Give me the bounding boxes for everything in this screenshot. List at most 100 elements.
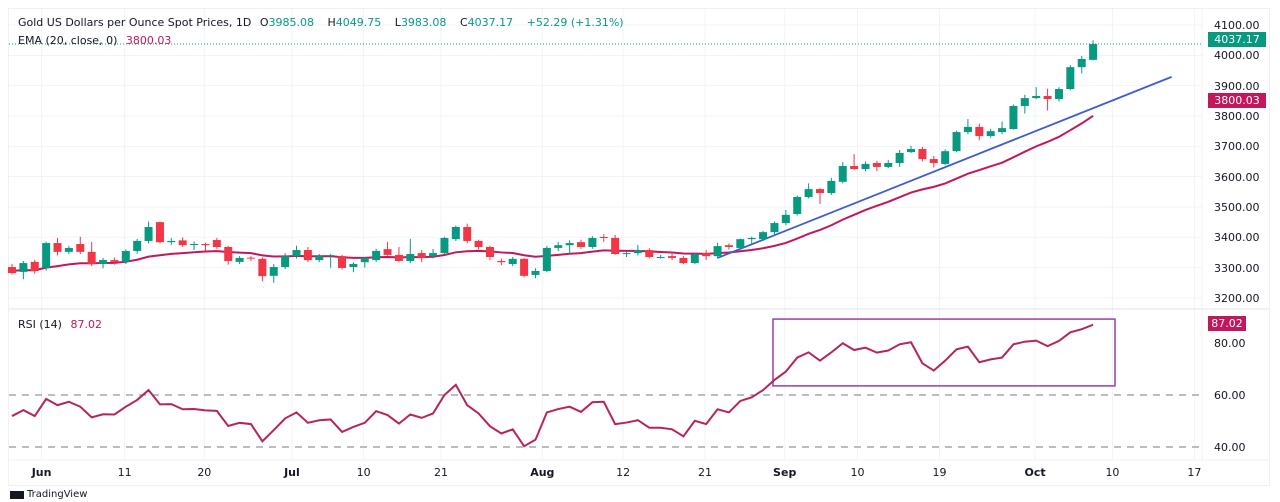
candle-down[interactable] xyxy=(679,256,688,265)
candle-up[interactable] xyxy=(360,257,369,268)
ema-legend[interactable]: EMA (20, close, 0) 3800.03 xyxy=(18,34,176,47)
candle-up[interactable] xyxy=(907,145,916,153)
candle-up[interactable] xyxy=(770,221,779,235)
candle-down[interactable] xyxy=(929,156,938,168)
rsi-legend[interactable]: RSI (14) 87.02 xyxy=(18,318,107,331)
candle-up[interactable] xyxy=(372,248,381,263)
candle-up[interactable] xyxy=(736,238,745,250)
candle-down[interactable] xyxy=(155,221,164,244)
candle-up[interactable] xyxy=(986,128,995,138)
candle-down[interactable] xyxy=(724,243,733,250)
candle-up[interactable] xyxy=(315,253,324,263)
candle-up[interactable] xyxy=(622,251,631,258)
candle-up[interactable] xyxy=(429,248,438,259)
candle-down[interactable] xyxy=(1043,88,1052,111)
candle-up[interactable] xyxy=(1054,87,1063,102)
candle-up[interactable] xyxy=(326,253,335,268)
candle-up[interactable] xyxy=(508,257,517,267)
candle-up[interactable] xyxy=(747,236,756,244)
candle-up[interactable] xyxy=(542,245,551,273)
candle-down[interactable] xyxy=(872,160,881,172)
candle-up[interactable] xyxy=(759,230,768,241)
candle-down[interactable] xyxy=(474,239,483,250)
candle-up[interactable] xyxy=(144,221,153,244)
candle-up[interactable] xyxy=(838,162,847,184)
candle-up[interactable] xyxy=(998,121,1007,135)
candle-up[interactable] xyxy=(1077,55,1086,74)
candle-down[interactable] xyxy=(417,250,426,263)
candle-down[interactable] xyxy=(918,146,927,162)
candle-up[interactable] xyxy=(1066,65,1075,91)
candle-down[interactable] xyxy=(850,154,859,170)
candle-up[interactable] xyxy=(292,245,301,259)
candle-up[interactable] xyxy=(167,237,176,245)
candle-down[interactable] xyxy=(110,257,119,265)
candle-down[interactable] xyxy=(8,264,16,275)
candle-down[interactable] xyxy=(497,258,506,266)
candle-down[interactable] xyxy=(212,237,221,249)
candle-up[interactable] xyxy=(451,225,460,241)
candle-down[interactable] xyxy=(815,188,824,204)
candle-down[interactable] xyxy=(53,237,62,256)
candle-down[interactable] xyxy=(611,234,620,255)
candle-up[interactable] xyxy=(690,253,699,265)
candle-down[interactable] xyxy=(76,236,85,254)
candle-up[interactable] xyxy=(941,149,950,166)
candle-up[interactable] xyxy=(133,238,142,254)
candle-down[interactable] xyxy=(463,223,472,244)
symbol-title[interactable]: Gold US Dollars per Ounce Spot Prices, 1… xyxy=(18,16,252,29)
candle-up[interactable] xyxy=(281,253,290,270)
candle-down[interactable] xyxy=(338,254,347,270)
candle-up[interactable] xyxy=(781,210,790,226)
candle-down[interactable] xyxy=(224,245,233,265)
candle-up[interactable] xyxy=(793,195,802,216)
candle-up[interactable] xyxy=(235,256,244,265)
candle-down[interactable] xyxy=(577,239,585,249)
candle-up[interactable] xyxy=(99,257,108,269)
candle-up[interactable] xyxy=(42,241,51,271)
candle-up[interactable] xyxy=(827,177,836,195)
candle-up[interactable] xyxy=(440,236,449,255)
candle-down[interactable] xyxy=(975,123,984,141)
candle-up[interactable] xyxy=(656,254,665,259)
candle-up[interactable] xyxy=(190,241,199,251)
candle-up[interactable] xyxy=(952,130,961,153)
candle-up[interactable] xyxy=(1009,104,1018,130)
candle-up[interactable] xyxy=(713,242,722,259)
candle-up[interactable] xyxy=(269,264,278,283)
candle-up[interactable] xyxy=(861,161,870,172)
candle-up[interactable] xyxy=(1089,40,1098,61)
candle-down[interactable] xyxy=(485,245,494,261)
candle-up[interactable] xyxy=(963,119,972,135)
candle-down[interactable] xyxy=(87,241,96,267)
candle-up[interactable] xyxy=(121,249,130,265)
candle-up[interactable] xyxy=(531,268,540,279)
candle-up[interactable] xyxy=(1020,94,1029,114)
candle-down[interactable] xyxy=(702,250,711,261)
candle-up[interactable] xyxy=(895,149,904,167)
candle-up[interactable] xyxy=(804,183,813,199)
candle-down[interactable] xyxy=(599,234,608,242)
candle-up[interactable] xyxy=(554,241,563,251)
candle-up[interactable] xyxy=(406,238,415,264)
candle-up[interactable] xyxy=(1032,87,1041,100)
candle-up[interactable] xyxy=(19,260,28,280)
candle-down[interactable] xyxy=(645,248,654,259)
candle-down[interactable] xyxy=(520,257,529,278)
candle-down[interactable] xyxy=(668,251,677,261)
tradingview-logo[interactable]: TradingView xyxy=(10,489,87,501)
candle-down[interactable] xyxy=(394,247,403,263)
candle-down[interactable] xyxy=(303,247,312,263)
candle-down[interactable] xyxy=(30,259,39,274)
candle-up[interactable] xyxy=(633,244,642,256)
candle-up[interactable] xyxy=(64,245,73,254)
candle-down[interactable] xyxy=(246,256,255,261)
candle-up[interactable] xyxy=(884,159,893,169)
candle-down[interactable] xyxy=(201,242,210,251)
candle-up[interactable] xyxy=(588,236,597,249)
candle-down[interactable] xyxy=(383,241,392,256)
candle-down[interactable] xyxy=(178,237,187,248)
candle-down[interactable] xyxy=(258,257,267,282)
candle-up[interactable] xyxy=(565,240,574,254)
